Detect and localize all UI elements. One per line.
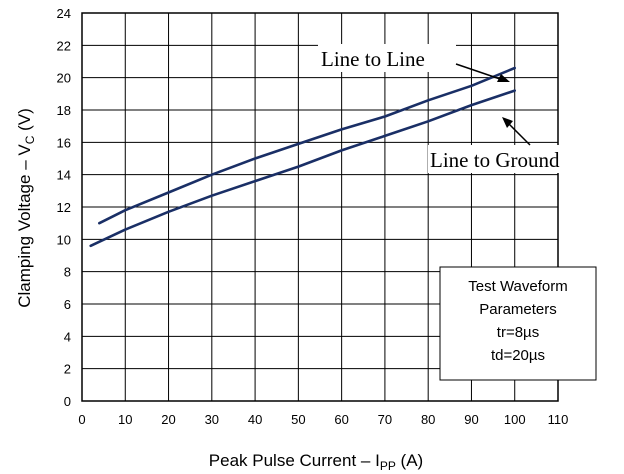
annotation-line-to-ground-text: Line to Ground [430, 148, 560, 172]
x-tick-label: 90 [464, 412, 478, 427]
y-axis-title-sub: C [23, 135, 37, 144]
x-axis-title-unit: (A) [396, 451, 423, 470]
annotation-line-to-ground-arrowhead [502, 117, 513, 128]
annotation-line-to-ground-bg [428, 145, 600, 173]
y-tick-label: 10 [57, 232, 71, 247]
y-tick-label: 2 [64, 362, 71, 377]
y-tick-label: 20 [57, 71, 71, 86]
series-line-line-to-ground [89, 89, 517, 248]
y-axis-title-unit: (V) [15, 108, 34, 135]
annotation-line-to-line-arrowhead [497, 74, 510, 82]
info-box-line-3: tr=8µs [497, 324, 539, 341]
y-tick-label: 8 [64, 265, 71, 280]
y-tick-label: 16 [57, 135, 71, 150]
annotation-line-to-ground-arrow [507, 122, 531, 146]
x-tick-label: 80 [421, 412, 435, 427]
test-waveform-box: Test Waveform Parameters tr=8µs td=20µs [439, 266, 597, 381]
y-axis-title-main: Clamping Voltage – V [15, 144, 34, 308]
x-tick-label: 0 [78, 412, 85, 427]
test-waveform-box-frame [439, 266, 597, 381]
series-line-line-to-line [98, 66, 517, 225]
x-axis-title: Peak Pulse Current – IPP (A) [209, 451, 423, 473]
y-tick-label: 22 [57, 38, 71, 53]
info-box-line-2: Parameters [479, 301, 557, 318]
series-layer [89, 66, 517, 248]
x-tick-labels: 0 10 20 30 40 50 60 70 80 90 100 110 [78, 412, 568, 427]
y-tick-label: 18 [57, 103, 71, 118]
y-tick-label: 12 [57, 200, 71, 215]
x-tick-label: 30 [205, 412, 219, 427]
x-tick-label: 70 [378, 412, 392, 427]
plot-frame [81, 12, 559, 402]
x-tick-label: 50 [291, 412, 305, 427]
annotation-line-to-ground: Line to Ground [428, 117, 600, 173]
x-axis-title-sub: PP [380, 459, 396, 473]
annotation-line-to-line-bg [318, 44, 456, 72]
annotation-line-to-line-arrow [455, 63, 504, 81]
info-box-line-1: Test Waveform [468, 278, 567, 295]
x-tick-label: 100 [504, 412, 526, 427]
info-box-line-4: td=20µs [491, 347, 545, 364]
y-tick-label: 24 [57, 6, 71, 21]
annotation-line-to-line-text: Line to Line [321, 47, 425, 71]
y-tick-label: 4 [64, 329, 71, 344]
annotation-line-to-line: Line to Line [318, 44, 510, 82]
x-tick-label: 20 [161, 412, 175, 427]
y-tick-label: 0 [64, 394, 71, 409]
x-tick-label: 110 [548, 412, 569, 427]
x-tick-label: 40 [248, 412, 262, 427]
x-axis-title-main: Peak Pulse Current – I [209, 451, 380, 470]
y-axis-title: Clamping Voltage – VC (V) [15, 108, 37, 308]
y-tick-label: 14 [57, 168, 71, 183]
y-tick-label: 6 [64, 297, 71, 312]
x-tick-label: 60 [334, 412, 348, 427]
x-tick-label: 10 [118, 412, 132, 427]
